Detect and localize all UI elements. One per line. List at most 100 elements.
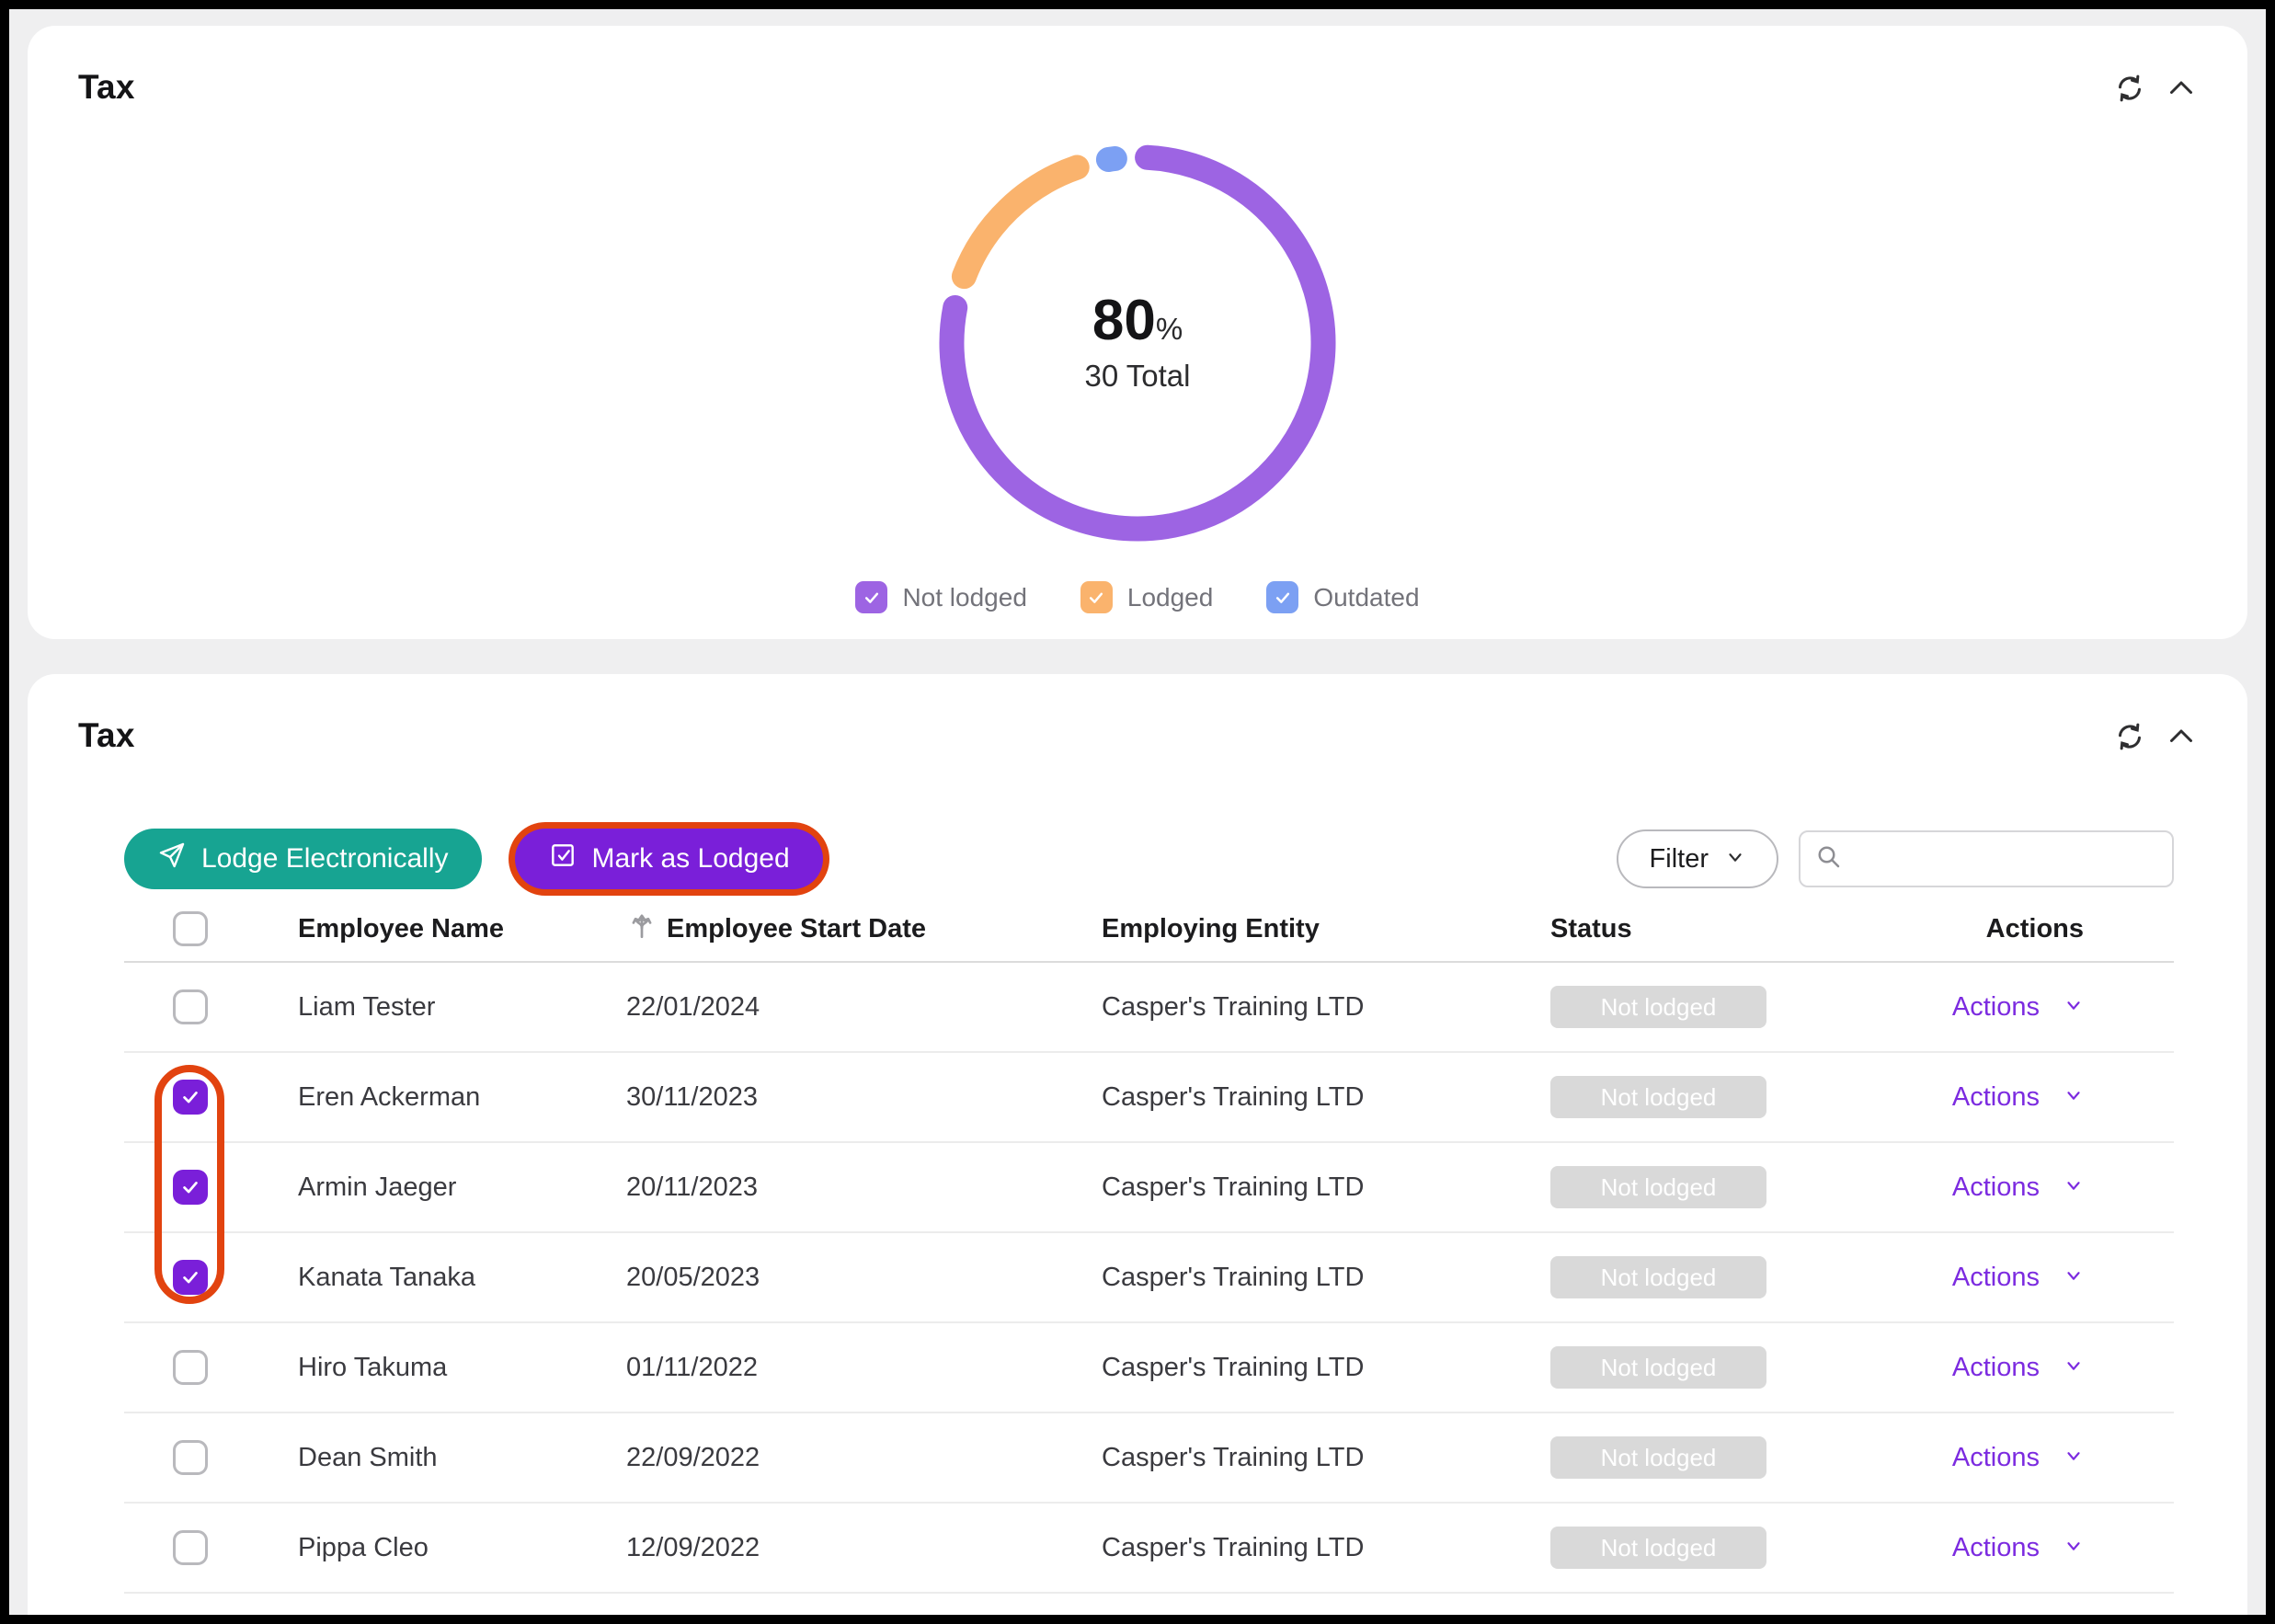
table-card-title: Tax bbox=[78, 716, 135, 754]
donut-segment-lodged bbox=[951, 154, 1090, 290]
start-date-cell: 12/09/2022 bbox=[626, 1532, 760, 1562]
employee-name-cell: Armin Jaeger bbox=[298, 1172, 457, 1202]
row-actions-dropdown[interactable]: Actions bbox=[1952, 1443, 2084, 1473]
employing-entity-cell: Casper's Training LTD bbox=[1102, 1172, 1365, 1202]
row-actions-dropdown[interactable]: Actions bbox=[1952, 1082, 2084, 1113]
donut-total: 30 Total bbox=[1084, 359, 1191, 393]
status-badge: Not lodged bbox=[1550, 1346, 1766, 1389]
employing-entity-cell: Casper's Training LTD bbox=[1102, 991, 1365, 1022]
col-employee-name: Employee Name bbox=[298, 913, 505, 944]
chevron-down-icon bbox=[2064, 1172, 2084, 1203]
legend-label: Lodged bbox=[1126, 582, 1214, 612]
employee-name-cell: Dean Smith bbox=[298, 1442, 438, 1472]
employing-entity-cell: Casper's Training LTD bbox=[1102, 1532, 1365, 1562]
chevron-down-icon bbox=[2064, 1533, 2084, 1563]
table-body: Liam Tester 22/01/2024 Casper's Training… bbox=[124, 963, 2174, 1594]
collapse-chevron-up-icon[interactable] bbox=[2163, 70, 2200, 107]
row-checkbox[interactable] bbox=[173, 1080, 208, 1115]
start-date-cell: 20/11/2023 bbox=[626, 1172, 758, 1202]
start-date-cell: 22/09/2022 bbox=[626, 1442, 760, 1472]
row-actions-dropdown[interactable]: Actions bbox=[1952, 992, 2084, 1023]
checked-box-icon bbox=[548, 841, 577, 877]
row-checkbox[interactable] bbox=[173, 1260, 208, 1295]
employees-table: Employee Name Emplo bbox=[124, 897, 2174, 1594]
col-status: Status bbox=[1550, 913, 1632, 944]
col-employee-start-date[interactable]: Employee Start Date bbox=[626, 909, 1102, 948]
legend-item[interactable]: Not lodged bbox=[855, 581, 1027, 613]
row-actions-label: Actions bbox=[1951, 991, 2040, 1022]
employing-entity-cell: Casper's Training LTD bbox=[1102, 1442, 1365, 1472]
employee-name-cell: Hiro Takuma bbox=[298, 1352, 448, 1382]
send-icon bbox=[157, 841, 187, 877]
legend-checkbox-icon[interactable] bbox=[1080, 581, 1113, 613]
status-badge: Not lodged bbox=[1550, 1527, 1766, 1569]
row-actions-dropdown[interactable]: Actions bbox=[1952, 1263, 2084, 1293]
status-badge: Not lodged bbox=[1550, 1166, 1766, 1208]
start-date-cell: 01/11/2022 bbox=[626, 1352, 758, 1382]
status-badge: Not lodged bbox=[1550, 1076, 1766, 1118]
row-checkbox[interactable] bbox=[173, 1350, 208, 1385]
col-employing-entity: Employing Entity bbox=[1102, 913, 1320, 944]
employing-entity-cell: Casper's Training LTD bbox=[1102, 1352, 1365, 1382]
row-checkbox[interactable] bbox=[173, 1530, 208, 1565]
status-badge: Not lodged bbox=[1550, 1256, 1766, 1298]
legend-label: Outdated bbox=[1313, 582, 1420, 612]
tax-table-card: Tax bbox=[28, 674, 2247, 1615]
search-icon bbox=[1815, 843, 1843, 875]
employing-entity-cell: Casper's Training LTD bbox=[1102, 1262, 1365, 1292]
row-actions-label: Actions bbox=[1951, 1532, 2040, 1562]
row-actions-label: Actions bbox=[1951, 1352, 2040, 1382]
table-row: Kanata Tanaka 20/05/2023 Casper's Traini… bbox=[124, 1233, 2174, 1323]
select-all-checkbox[interactable] bbox=[173, 911, 208, 946]
lodge-electronically-button[interactable]: Lodge Electronically bbox=[124, 829, 482, 889]
chevron-down-icon bbox=[2064, 1082, 2084, 1113]
legend-item[interactable]: Lodged bbox=[1080, 581, 1213, 613]
summary-card-title: Tax bbox=[78, 68, 135, 106]
row-actions-label: Actions bbox=[1951, 1442, 2040, 1472]
table-header-row: Employee Name Emplo bbox=[124, 897, 2174, 963]
filter-button[interactable]: Filter bbox=[1616, 829, 1778, 888]
legend-label: Not lodged bbox=[902, 582, 1027, 612]
table-row: Hiro Takuma 01/11/2022 Casper's Training… bbox=[124, 1323, 2174, 1413]
table-row: Liam Tester 22/01/2024 Casper's Training… bbox=[124, 963, 2174, 1053]
start-date-cell: 30/11/2023 bbox=[626, 1081, 758, 1112]
start-date-cell: 22/01/2024 bbox=[626, 991, 760, 1022]
donut-chart: 80% 30 Total bbox=[921, 127, 1354, 559]
status-badge: Not lodged bbox=[1550, 986, 1766, 1028]
donut-percent: 80% bbox=[1092, 289, 1183, 352]
row-actions-label: Actions bbox=[1951, 1172, 2040, 1202]
refresh-icon[interactable] bbox=[2111, 70, 2148, 107]
chevron-down-icon bbox=[2064, 1263, 2084, 1293]
collapse-chevron-up-icon[interactable] bbox=[2163, 718, 2200, 755]
employee-name-cell: Eren Ackerman bbox=[298, 1081, 481, 1112]
table-row: Pippa Cleo 12/09/2022 Casper's Training … bbox=[124, 1504, 2174, 1594]
legend-item[interactable]: Outdated bbox=[1266, 581, 1420, 613]
employee-name-cell: Kanata Tanaka bbox=[298, 1262, 475, 1292]
row-checkbox[interactable] bbox=[173, 1440, 208, 1475]
tax-summary-card: Tax bbox=[28, 26, 2247, 639]
donut-segment-outdated bbox=[1095, 146, 1127, 172]
chart-legend: Not lodged Lodged Outdated bbox=[855, 581, 1420, 613]
row-actions-dropdown[interactable]: Actions bbox=[1952, 1533, 2084, 1563]
start-date-cell: 20/05/2023 bbox=[626, 1262, 760, 1292]
donut-segment-not-lodged bbox=[939, 144, 1336, 542]
table-row: Dean Smith 22/09/2022 Casper's Training … bbox=[124, 1413, 2174, 1504]
row-checkbox[interactable] bbox=[173, 989, 208, 1024]
chevron-down-icon bbox=[2064, 1353, 2084, 1383]
chevron-down-icon bbox=[2064, 1443, 2084, 1473]
sort-icon[interactable] bbox=[626, 909, 657, 948]
refresh-icon[interactable] bbox=[2111, 718, 2148, 755]
search-input[interactable] bbox=[1854, 832, 2157, 886]
donut-arcs bbox=[939, 144, 1336, 542]
row-actions-dropdown[interactable]: Actions bbox=[1952, 1172, 2084, 1203]
mark-as-lodged-button[interactable]: Mark as Lodged bbox=[514, 829, 823, 889]
chevron-down-icon bbox=[2064, 992, 2084, 1023]
legend-checkbox-icon[interactable] bbox=[855, 581, 888, 613]
row-actions-dropdown[interactable]: Actions bbox=[1952, 1353, 2084, 1383]
table-row: Eren Ackerman 30/11/2023 Casper's Traini… bbox=[124, 1053, 2174, 1143]
employing-entity-cell: Casper's Training LTD bbox=[1102, 1081, 1365, 1112]
row-checkbox[interactable] bbox=[173, 1170, 208, 1205]
legend-checkbox-icon[interactable] bbox=[1266, 581, 1299, 613]
employee-name-cell: Pippa Cleo bbox=[298, 1532, 429, 1562]
